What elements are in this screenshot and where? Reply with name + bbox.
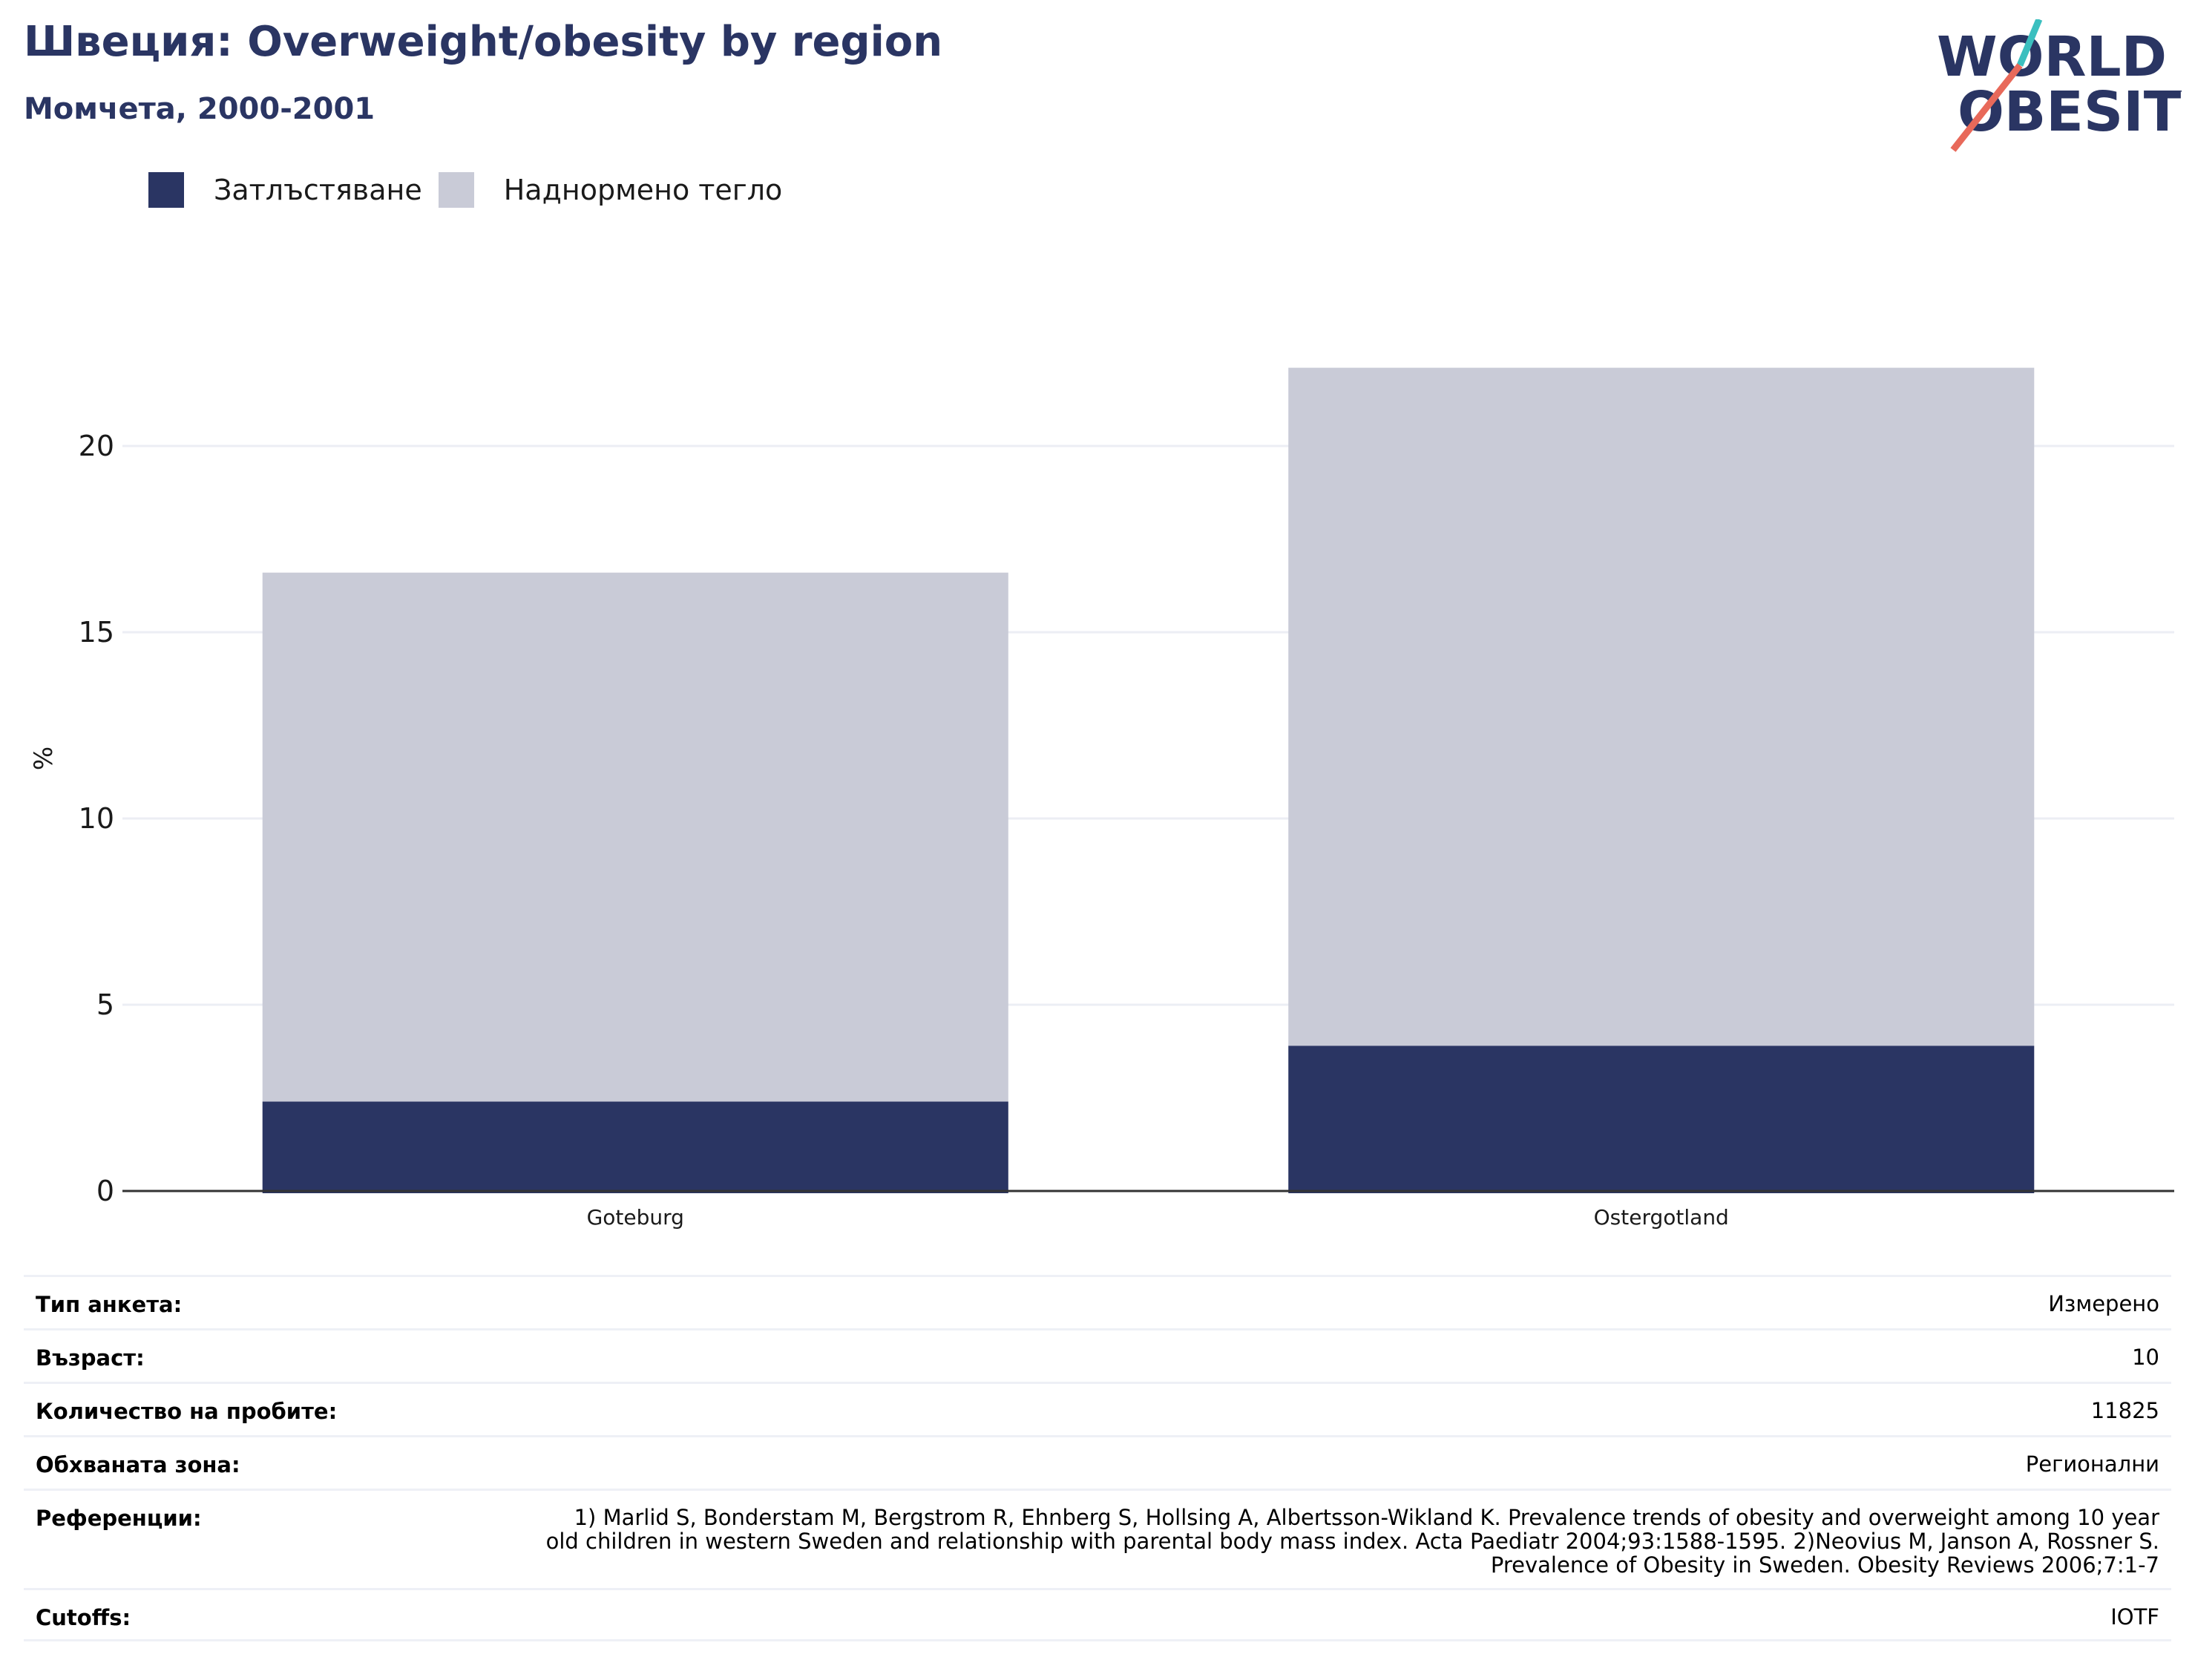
logo-slash-bottom xyxy=(1950,63,2023,152)
legend-label-overweight: Наднормено тегло xyxy=(503,174,783,206)
info-row-sample-size: Количество на пробите: 11825 xyxy=(24,1382,2171,1435)
bar-overweight xyxy=(262,572,1008,1102)
survey-info-table: Тип анкета: Измерено Възраст: 10 Количес… xyxy=(24,1275,2171,1641)
chart-subtitle: Момчета, 2000-2001 xyxy=(24,92,375,126)
info-value: 1) Marlid S, Bonderstam M, Bergstrom R, … xyxy=(545,1505,2159,1578)
info-label: Референции: xyxy=(36,1506,202,1531)
legend-item-overweight[interactable]: Наднормено тегло xyxy=(438,172,783,208)
info-row-cutoffs: Cutoffs: IOTF xyxy=(24,1588,2171,1641)
legend-swatch-obesity xyxy=(148,172,184,208)
chart-legend: Затлъстяване Наднормено тегло xyxy=(148,169,798,211)
info-value: Измерено xyxy=(2048,1291,2159,1316)
y-axis-label: % xyxy=(29,747,59,770)
info-label: Количество на пробите: xyxy=(36,1399,338,1424)
info-row-age: Възраст: 10 xyxy=(24,1328,2171,1382)
info-value: 11825 xyxy=(2090,1398,2159,1423)
info-label: Тип анкета: xyxy=(36,1292,183,1317)
info-label: Възраст: xyxy=(36,1345,145,1371)
info-row-area: Обхваната зона: Регионални xyxy=(24,1435,2171,1489)
x-tick-label: Ostergotland xyxy=(1594,1205,1729,1230)
info-value: IOTF xyxy=(2110,1604,2159,1630)
chart-title: Швеция: Overweight/obesity by region xyxy=(24,18,943,66)
y-tick-label: 5 xyxy=(96,988,114,1021)
logo-slash-top xyxy=(2016,19,2043,67)
info-row-references: Референции: 1) Marlid S, Bonderstam M, B… xyxy=(24,1489,2171,1588)
logo-text-obesity: OBESITY xyxy=(1958,80,2182,144)
logo-text-world: WORLD xyxy=(1937,25,2167,89)
bar-obesity xyxy=(1288,1046,2035,1193)
info-value: Регионални xyxy=(2025,1451,2159,1477)
y-tick-label: 20 xyxy=(79,430,114,462)
legend-label-obesity: Затлъстяване xyxy=(214,174,422,206)
info-value: 10 xyxy=(2132,1345,2159,1370)
y-tick-label: 15 xyxy=(79,616,114,649)
legend-item-obesity[interactable]: Затлъстяване xyxy=(148,172,422,208)
info-label: Обхваната зона: xyxy=(36,1452,240,1477)
bar-overweight xyxy=(1288,367,2035,1046)
y-tick-label: 0 xyxy=(96,1175,114,1207)
info-row-survey-type: Тип анкета: Измерено xyxy=(24,1275,2171,1328)
info-label: Cutoffs: xyxy=(36,1605,131,1630)
y-tick-label: 10 xyxy=(79,802,114,835)
world-obesity-logo: WORLD OBESITY xyxy=(1937,19,2182,152)
stacked-bar-chart: 0 5 10 15 20% Goteburg Ostergotland xyxy=(29,367,2174,1230)
legend-swatch-overweight xyxy=(438,172,474,208)
x-tick-label: Goteburg xyxy=(587,1205,684,1230)
bar-obesity xyxy=(262,1101,1008,1193)
